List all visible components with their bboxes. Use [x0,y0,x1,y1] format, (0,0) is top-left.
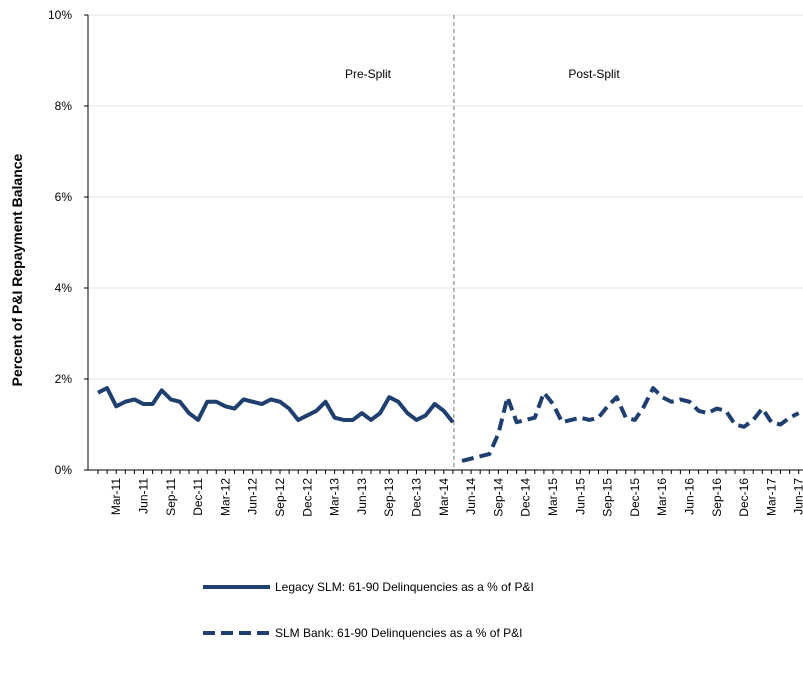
x-tick-label: Dec-15 [628,478,642,517]
x-tick-label: Mar-14 [437,478,451,516]
x-tick-label: Sep-14 [491,478,505,517]
x-tick-label: Dec-12 [300,478,314,517]
x-tick-label: Mar-17 [764,478,778,516]
x-tick-label: Jun-14 [464,478,478,515]
x-tick-label: Mar-12 [218,478,232,516]
y-tick-label: 6% [55,190,73,204]
x-tick-label: Sep-12 [273,478,287,517]
x-tick-label: Dec-14 [519,478,533,517]
x-tick-label: Jun-11 [137,478,151,514]
legend-label: SLM Bank: 61-90 Delinquencies as a % of … [275,626,522,640]
data-line [97,386,455,424]
x-tick-label: Mar-13 [328,478,342,516]
x-tick-label: Jun-15 [573,478,587,515]
x-tick-label: Sep-11 [164,478,178,516]
x-tick-label: Dec-16 [737,478,751,517]
x-tick-label: Mar-15 [546,478,560,516]
x-tick-label: Dec-11 [191,478,205,516]
x-tick-label: Sep-15 [601,478,615,517]
data-line [461,386,800,463]
annotation: Pre-Split [345,67,392,81]
x-tick-label: Jun-13 [355,478,369,515]
legend-label: Legacy SLM: 61-90 Delinquencies as a % o… [275,580,534,594]
y-tick-label: 4% [55,281,73,295]
x-tick-label: Sep-13 [382,478,396,517]
x-tick-label: Mar-11 [109,478,123,515]
x-tick-label: Sep-16 [710,478,724,517]
y-tick-label: 8% [55,99,73,113]
x-tick-label: Jun-17 [792,478,803,515]
x-tick-label: Jun-16 [683,478,697,515]
x-tick-label: Mar-16 [655,478,669,516]
y-tick-label: 10% [48,8,72,22]
x-tick-label: Dec-13 [410,478,424,517]
y-tick-label: 2% [55,372,73,386]
annotation: Post-Split [568,67,620,81]
x-tick-label: Jun-12 [246,478,260,515]
y-axis-label: Percent of P&I Repayment Balance [9,153,25,386]
y-tick-label: 0% [55,463,73,477]
